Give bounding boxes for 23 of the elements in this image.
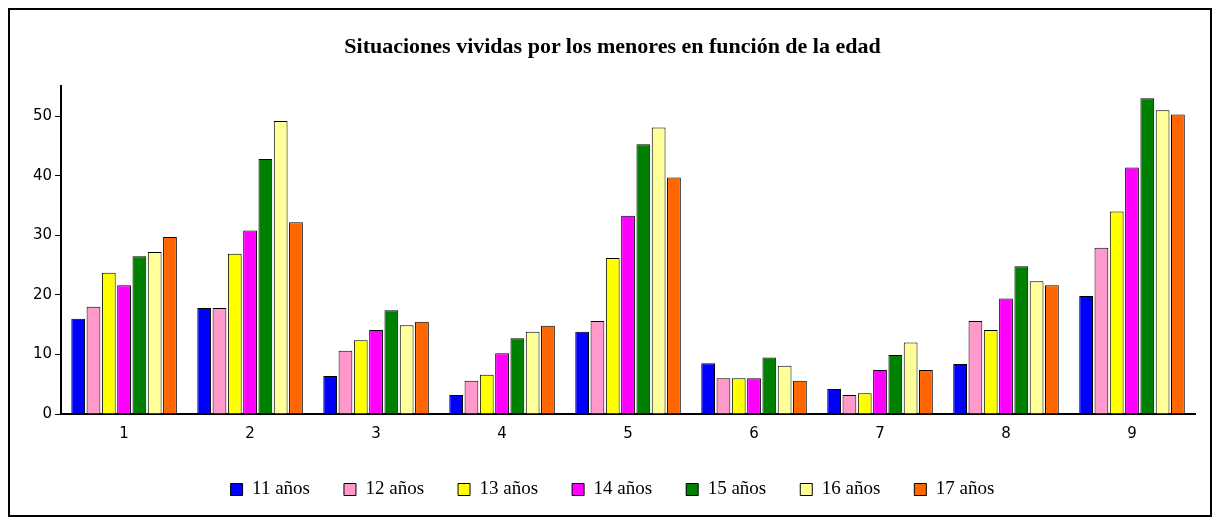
y-tick-label: 40 — [32, 165, 53, 184]
x-tick-label: 5 — [623, 423, 633, 442]
legend-label: 16 años — [821, 477, 881, 499]
x-tick-label: 2 — [245, 423, 255, 442]
x-tick-label: 8 — [1001, 423, 1011, 442]
y-tick-label: 30 — [32, 225, 53, 244]
x-tick-label: 1 — [119, 423, 129, 442]
y-tick-label: 50 — [32, 106, 53, 125]
x-tick-label: 7 — [875, 423, 885, 442]
y-tick-label: 20 — [32, 284, 53, 303]
legend-label: 17 años — [935, 477, 995, 499]
x-tick-label: 4 — [497, 423, 507, 442]
legend-label: 12 años — [365, 477, 425, 499]
y-tick-label: 0 — [42, 403, 53, 422]
x-tick-label: 6 — [749, 423, 759, 442]
legend-label: 13 años — [479, 477, 539, 499]
legend-label: 11 años — [252, 477, 310, 499]
chart-title: Situaciones vividas por los menores en función de la edad — [344, 32, 881, 58]
y-tick-label: 10 — [32, 344, 53, 363]
legend-label: 15 años — [707, 477, 767, 499]
legend-label: 14 años — [593, 477, 653, 499]
x-tick-label: 9 — [1127, 423, 1137, 442]
x-tick-label: 3 — [371, 423, 381, 442]
